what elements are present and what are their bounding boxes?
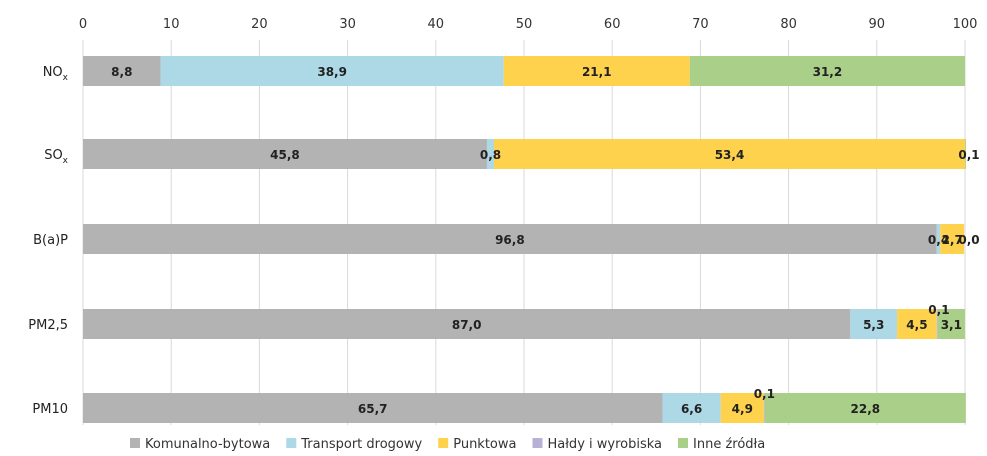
category-label-text: NO [43,65,63,80]
data-label: 0,0 [958,233,979,247]
legend-label: Transport drogowy [300,437,422,452]
data-label: 3,1 [941,318,962,332]
data-label: 0,8 [480,148,501,162]
bar-segment [494,139,965,169]
data-label: 45,8 [270,148,300,162]
x-tick-label: 0 [79,17,87,32]
data-label: 6,6 [681,402,702,416]
legend-swatch [438,438,449,448]
category-label-subscript: x [63,156,69,166]
data-label: 21,1 [582,65,612,79]
x-tick-label: 90 [869,17,886,32]
bar-segment [897,309,937,339]
bar-segment [662,393,721,423]
data-label: 4,9 [732,402,753,416]
bar-segment [83,224,937,254]
category-label: NOx [43,65,69,83]
x-tick-label: 20 [251,17,268,32]
x-tick-label: 70 [692,17,709,32]
data-label: 2,7 [942,233,963,247]
x-tick-label: 40 [428,17,445,32]
legend-swatch [678,438,688,448]
data-label: 87,0 [452,318,482,332]
bar-segment [486,139,495,169]
bar-segment [160,56,504,86]
bar-segment [503,56,690,86]
legend-label: Hałdy i wyrobiska [548,437,663,452]
bar-segment [936,309,938,339]
x-tick-label: 10 [163,17,180,32]
bar-segment [940,224,965,254]
data-label: 4,5 [906,318,927,332]
data-label: 0,1 [928,303,949,317]
bar-segment [83,56,161,86]
bar-segment [764,393,966,423]
bar-segment [689,56,965,86]
data-label: 0,4 [928,233,949,247]
data-label: 65,7 [358,402,388,416]
category-label: PM10 [32,402,68,417]
bar-segment [763,393,765,423]
data-label: 96,8 [495,233,525,247]
bar-segment [83,309,851,339]
category-label: SOx [44,148,68,166]
category-label: B(a)P [33,233,68,248]
category-label-text: SO [44,148,62,163]
data-label: 0,1 [754,387,775,401]
category-label-text: PM10 [32,402,68,417]
x-tick-label: 80 [780,17,797,32]
category-label: PM2,5 [28,318,68,333]
legend-label: Komunalno-bytowa [145,437,270,452]
data-label: 5,3 [863,318,884,332]
legend-swatch [532,438,543,448]
legend-label: Inne źródła [693,437,765,452]
data-label: 8,8 [111,65,132,79]
bar-segment [850,309,898,339]
category-label-text: PM2,5 [28,318,68,333]
data-label: 38,9 [317,65,347,79]
data-label: 53,4 [715,148,745,162]
x-tick-label: 60 [604,17,621,32]
data-label: 22,8 [851,402,881,416]
category-label-subscript: x [63,73,69,83]
legend-label: Punktowa [453,437,516,452]
bar-segment [936,224,941,254]
legend-swatch [286,438,297,448]
bar-segment [83,139,487,169]
x-tick-label: 30 [339,17,356,32]
data-label: 31,2 [813,65,843,79]
bar-segment [83,393,663,423]
x-tick-label: 50 [516,17,533,32]
data-label: 0,1 [958,148,979,162]
category-label-text: B(a)P [33,233,68,248]
x-tick-label: 100 [953,17,978,32]
bar-segment [937,309,965,339]
bar-segment [965,139,966,169]
legend-swatch [130,438,140,448]
bar-segment [720,393,764,423]
